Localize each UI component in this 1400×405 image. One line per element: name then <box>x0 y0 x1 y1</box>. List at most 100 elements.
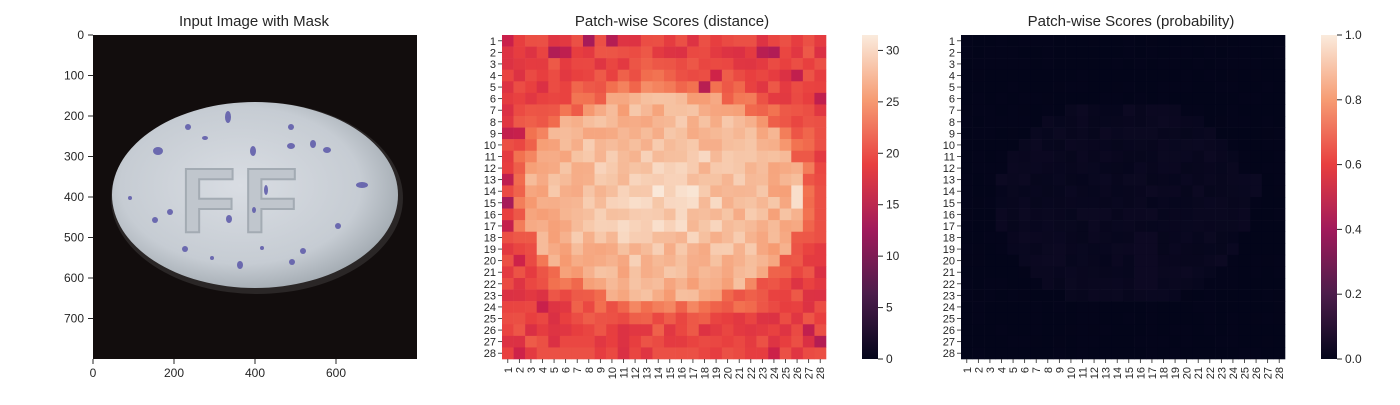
heatmap-cell <box>525 254 538 267</box>
heatmap-cell <box>791 220 804 233</box>
heatmap-cell <box>502 301 514 314</box>
heatmap-cell <box>791 301 804 314</box>
heatmap-cell <box>1146 92 1159 105</box>
heatmap-cell <box>1088 69 1101 82</box>
heatmap-cell <box>1227 231 1240 244</box>
heatmap-cell <box>1215 197 1228 209</box>
heatmap-cell <box>664 127 676 140</box>
heatmap-cell <box>559 81 572 94</box>
heatmap-cell <box>664 324 676 337</box>
heatmap-cell <box>1123 162 1135 175</box>
row-tick-label: 12 <box>943 163 955 175</box>
heatmap-cell <box>1215 35 1228 47</box>
col-tick-label: 7 <box>1031 367 1043 373</box>
heatmap-cell <box>745 58 757 71</box>
heatmap-cell <box>1180 197 1193 209</box>
heatmap-cell <box>791 312 804 325</box>
heatmap-cell <box>502 104 514 117</box>
heatmap-cell <box>652 301 665 314</box>
heatmap-cell <box>536 35 549 47</box>
y-tick-label: 300 <box>64 150 84 164</box>
heatmap-cell <box>1088 243 1101 256</box>
heatmap-cell <box>1250 58 1263 71</box>
heatmap-cell <box>802 197 815 209</box>
pill-speck <box>225 111 231 123</box>
heatmap-cell <box>814 139 827 152</box>
heatmap-cell <box>606 92 619 105</box>
heatmap-cell <box>559 46 572 59</box>
heatmap-cell <box>1215 220 1228 233</box>
heatmap-cell <box>1053 289 1066 302</box>
heatmap-cell <box>1007 335 1020 348</box>
heatmap-cell <box>536 220 549 233</box>
heatmap-cell <box>1018 266 1031 279</box>
heatmap-cell <box>629 139 642 152</box>
heatmap-cell <box>1273 139 1286 152</box>
heatmap-cell <box>652 81 665 94</box>
heatmap-cell <box>1273 335 1286 348</box>
heatmap-cell <box>583 289 595 302</box>
heatmap-cell <box>1018 150 1031 163</box>
row-tick-label: 13 <box>943 175 955 187</box>
heatmap-cell <box>710 335 723 348</box>
heatmap-cell <box>721 301 734 314</box>
heatmap-cell <box>802 289 815 302</box>
heatmap-cell <box>571 289 584 302</box>
heatmap-cell <box>629 254 642 267</box>
heatmap-cell <box>745 185 757 198</box>
heatmap-cell <box>768 46 781 59</box>
col-tick-label: 5 <box>549 367 561 373</box>
heatmap-cell <box>984 162 997 175</box>
heatmap-cell <box>756 197 769 209</box>
heatmap-cell <box>1053 208 1066 221</box>
heatmap-cell <box>1238 81 1251 94</box>
heatmap-cell <box>1180 301 1193 314</box>
heatmap-cell <box>1250 35 1263 47</box>
heatmap-cell <box>675 312 688 325</box>
heatmap-cell <box>1261 197 1274 209</box>
heatmap-cell <box>1088 312 1101 325</box>
heatmap-cell <box>1111 35 1124 47</box>
heatmap-cell <box>1204 69 1216 82</box>
heatmap-cell <box>1088 301 1101 314</box>
heatmap-cell <box>1007 231 1020 244</box>
heatmap-cell <box>1134 46 1147 59</box>
heatmap-cell <box>513 243 526 256</box>
pill-speck <box>237 261 243 269</box>
heatmap-cell <box>1238 335 1251 348</box>
heatmap-cell <box>513 58 526 71</box>
heatmap-cell <box>1169 150 1182 163</box>
heatmap-cell <box>779 46 792 59</box>
heatmap-cell <box>1250 301 1263 314</box>
heatmap-cell <box>1042 220 1054 233</box>
heatmap-cell <box>1088 162 1101 175</box>
heatmap-cell <box>1273 220 1286 233</box>
heatmap-cell <box>1157 197 1170 209</box>
heatmap-cell <box>814 301 827 314</box>
colorbar-tick-label: 15 <box>886 198 900 212</box>
heatmap-cell <box>617 58 630 71</box>
heatmap-cell <box>802 347 815 360</box>
heatmap-cell <box>802 324 815 337</box>
heatmap-cell <box>1065 150 1078 163</box>
heatmap-cell <box>1076 116 1089 128</box>
heatmap-cell <box>961 278 973 290</box>
heatmap-cell <box>583 127 595 140</box>
heatmap-cell <box>1018 35 1031 47</box>
heatmap-cell <box>1146 220 1159 233</box>
heatmap-cell <box>779 231 792 244</box>
heatmap-cell <box>664 92 676 105</box>
heatmap-cell <box>617 69 630 82</box>
heatmap-cell <box>664 347 676 360</box>
heatmap-cell <box>1099 347 1112 360</box>
heatmap-cell <box>1180 312 1193 325</box>
heatmap-cell <box>1215 278 1228 290</box>
heatmap-cell <box>768 58 781 71</box>
heatmap-cell <box>1157 185 1170 198</box>
heatmap-cell <box>687 347 700 360</box>
heatmap-cell <box>1157 335 1170 348</box>
heatmap-cell <box>698 92 711 105</box>
heatmap-cell <box>652 324 665 337</box>
heatmap-cell <box>1250 197 1263 209</box>
heatmap-cell <box>1157 347 1170 360</box>
